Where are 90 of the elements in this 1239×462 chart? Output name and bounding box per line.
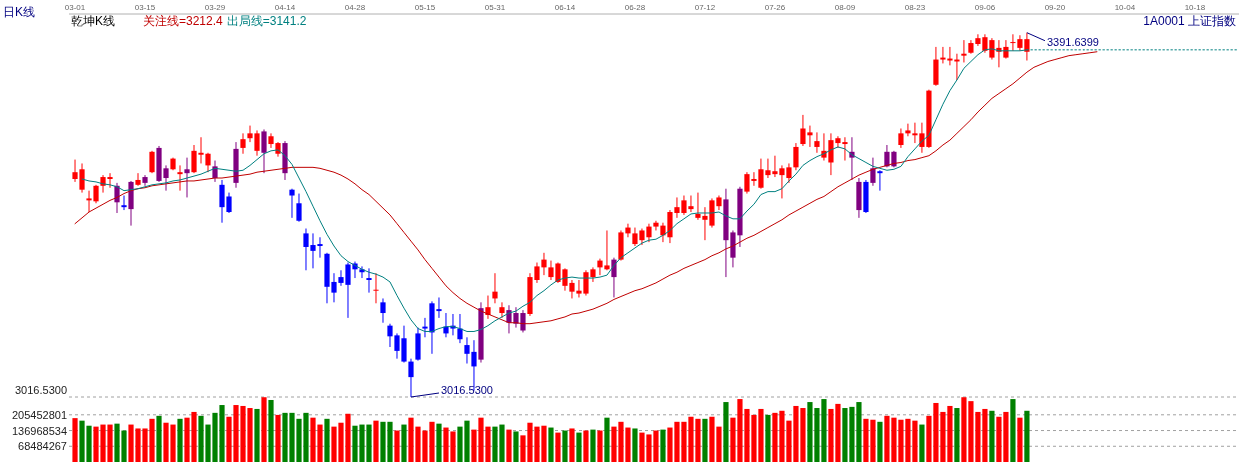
x-tick-label: 06-14 <box>554 3 576 12</box>
candlestick <box>408 358 414 398</box>
candlestick <box>961 39 967 63</box>
bar <box>583 430 589 462</box>
x-tick-label: 08-23 <box>904 3 926 12</box>
x-tick-label: 03-01 <box>64 3 86 12</box>
bar <box>72 418 78 462</box>
chart-subtitle: 乾坤K线 <box>71 14 116 28</box>
candlestick <box>793 142 799 171</box>
x-tick-label: 05-15 <box>414 3 436 12</box>
y-tick-label: 136968534 <box>11 424 67 437</box>
x-tick-label: 07-26 <box>764 3 786 12</box>
candlestick <box>870 157 876 187</box>
bar <box>254 408 260 462</box>
x-tick-label: 03-29 <box>204 3 226 12</box>
bar <box>156 415 162 462</box>
candlestick <box>499 301 505 319</box>
x-tick-label: 04-14 <box>274 3 296 12</box>
x-tick-label: 09-06 <box>974 3 996 12</box>
candlestick <box>492 272 498 304</box>
x-tick-label: 10-18 <box>1184 3 1206 12</box>
candlestick <box>814 131 820 154</box>
bar <box>275 414 281 462</box>
bar <box>597 430 603 462</box>
bar <box>261 397 267 462</box>
candlestick <box>366 267 372 294</box>
candlestick <box>905 123 911 137</box>
bar <box>590 429 596 462</box>
bar <box>177 418 183 462</box>
bar <box>660 429 666 462</box>
bar <box>268 399 274 462</box>
x-tick-label: 05-31 <box>484 3 506 12</box>
bar <box>1024 410 1030 462</box>
annotation: 3016.5300 <box>440 384 493 396</box>
candlestick <box>296 193 302 223</box>
candlestick <box>177 164 183 192</box>
chart-title: 日K线 <box>3 5 36 19</box>
bar <box>394 430 400 462</box>
x-tick-label: 04-28 <box>344 3 366 12</box>
candlestick <box>611 257 617 298</box>
bar <box>436 423 442 462</box>
bar <box>324 418 330 462</box>
annotation-leader: 3391.6399 <box>1026 32 1099 48</box>
bar <box>919 424 925 462</box>
bar <box>569 428 575 462</box>
bar <box>555 432 561 462</box>
bar <box>877 421 883 462</box>
bar <box>576 432 582 462</box>
y-tick-label: 205452801 <box>11 408 67 421</box>
candlestick <box>240 132 246 155</box>
bar <box>989 410 995 462</box>
candlestick <box>898 128 904 149</box>
text: 关注线=3212.4 <box>143 14 224 28</box>
candlestick <box>380 297 386 324</box>
candlestick <box>289 188 295 219</box>
bar <box>604 417 610 462</box>
candlestick <box>373 272 379 304</box>
candlestick <box>184 157 190 198</box>
bar <box>513 431 519 462</box>
candlestick <box>121 195 127 211</box>
bar <box>1010 399 1016 462</box>
candlestick <box>877 169 883 192</box>
text: 1A0001 上证指数 <box>1143 14 1236 28</box>
bar <box>506 429 512 462</box>
candlestick <box>142 174 148 187</box>
x-tick-label: 08-09 <box>834 3 856 12</box>
text: 出局线=3141.2 <box>226 14 307 28</box>
x-tick-label: 03-15 <box>134 3 156 12</box>
bar <box>632 428 638 462</box>
candlestick <box>149 150 155 174</box>
ref-line-label: 3016.5300 <box>15 384 67 396</box>
bar <box>702 418 708 462</box>
x-tick-label: 09-20 <box>1044 3 1066 12</box>
candlestick <box>457 313 463 344</box>
x-tick-label: 07-12 <box>694 3 716 12</box>
annotation: 3391.6399 <box>1046 35 1099 48</box>
bar <box>1017 417 1023 462</box>
candlestick <box>261 128 267 174</box>
annotation-leader: 3016.5300 <box>410 384 493 398</box>
bar <box>401 424 407 462</box>
bar <box>765 414 771 462</box>
x-tick-label: 06-28 <box>624 3 646 12</box>
bar <box>562 430 568 462</box>
candlestick <box>135 172 141 187</box>
bar <box>548 427 554 462</box>
bar <box>954 408 960 462</box>
bar <box>373 420 379 462</box>
bar <box>723 402 729 462</box>
y-tick-label: 68484267 <box>18 440 67 453</box>
x-tick-label: 10-04 <box>1114 3 1136 12</box>
